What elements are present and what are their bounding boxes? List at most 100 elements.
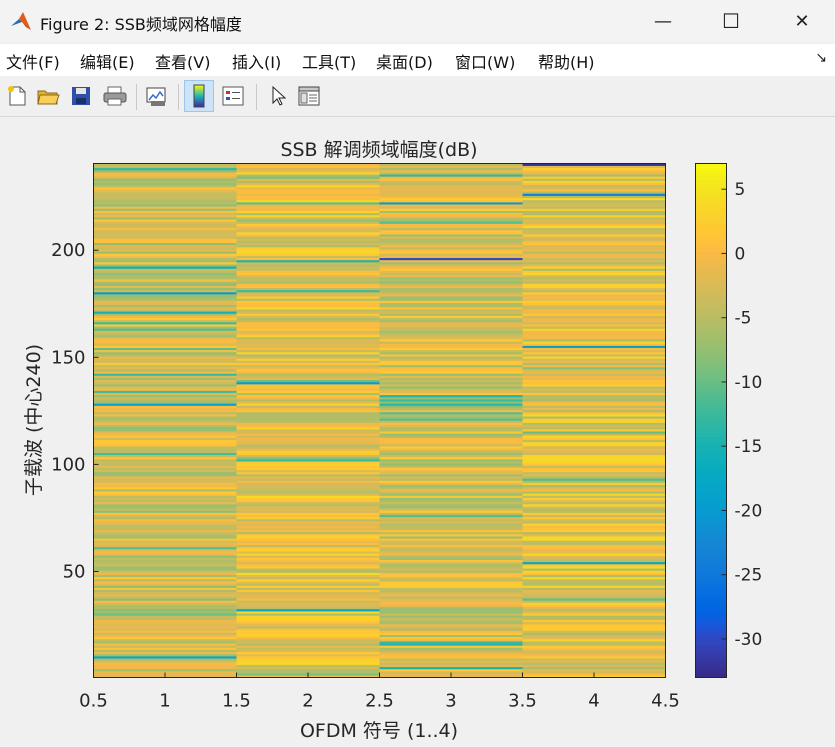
heatmap-cell (93, 628, 237, 631)
y-tick-label: 150 (51, 347, 85, 368)
heatmap-cell (522, 645, 666, 648)
heatmap-cell (379, 405, 523, 408)
heatmap-cell (379, 377, 523, 381)
heatmap-cell (379, 549, 523, 552)
insert-colorbar-icon[interactable] (184, 80, 214, 112)
heatmap-cell (379, 272, 523, 276)
heatmap-cell (93, 384, 237, 387)
heatmap-cell (522, 174, 666, 177)
heatmap-cell (236, 583, 380, 586)
heatmap-cell (379, 536, 523, 539)
heatmap-cell (93, 255, 237, 259)
colorbar-segment (695, 665, 727, 670)
title-bar (0, 0, 835, 42)
colorbar-segment (695, 657, 727, 662)
heatmap-cell (379, 643, 523, 646)
heatmap-cell (379, 668, 523, 672)
menu-bar (0, 44, 835, 76)
heatmap-cell (93, 480, 237, 483)
heatmap-cell (93, 313, 237, 316)
heatmap-cell (522, 435, 666, 438)
heatmap-cell (379, 484, 523, 488)
maximize-button[interactable]: ☐ (722, 9, 740, 33)
heatmap-cell (93, 531, 237, 535)
heatmap-cell (236, 478, 380, 481)
heatmap-cell (236, 636, 380, 640)
insert-legend-icon[interactable] (218, 80, 248, 112)
heatmap-cell (522, 240, 666, 244)
colorbar-segment (695, 215, 727, 221)
open-file-icon[interactable] (33, 80, 63, 112)
heatmap-cell (379, 519, 523, 522)
toolbar-dock-arrow-icon[interactable]: ↘ (815, 50, 827, 66)
x-tick-label: 1.5 (222, 691, 251, 712)
colorbar-segment (695, 532, 727, 538)
heatmap-cell (522, 321, 666, 325)
print-icon[interactable] (100, 80, 130, 112)
colorbar-segment (695, 364, 727, 369)
heatmap-cell (379, 379, 523, 383)
menu-insert[interactable]: 插入(I) (232, 53, 282, 72)
heatmap-cell (236, 666, 380, 670)
close-button[interactable]: ✕ (794, 10, 810, 32)
menu-help[interactable]: 帮助(H) (538, 53, 595, 72)
heatmap-cell (379, 489, 523, 492)
heatmap-cell (236, 169, 380, 173)
heatmap-cell (93, 437, 237, 441)
colorbar-segment (695, 428, 727, 433)
heatmap-cell (93, 360, 237, 363)
menu-view[interactable]: 查看(V) (155, 53, 211, 72)
colorbar-segment (695, 540, 727, 546)
heatmap-cell (522, 456, 666, 460)
menu-edit[interactable]: 编辑(E) (80, 53, 135, 72)
heatmap-cell (93, 647, 237, 650)
colorbar-segment (695, 332, 727, 337)
heatmap-cell (236, 180, 380, 184)
heatmap-cell (522, 289, 666, 293)
minimize-button[interactable]: — (654, 10, 672, 32)
menu-tools[interactable]: 工具(T) (302, 53, 357, 72)
heatmap-cell (379, 191, 523, 194)
heatmap-cell (93, 298, 237, 301)
heatmap-cell (379, 660, 523, 663)
colorbar-segment (695, 500, 727, 506)
heatmap[interactable] (93, 163, 666, 678)
heatmap-cell (379, 268, 523, 271)
colorbar[interactable] (695, 163, 727, 678)
heatmap-cell (236, 268, 380, 271)
heatmap-cell (522, 302, 666, 306)
heatmap-cell (522, 653, 666, 657)
heatmap-cell (236, 649, 380, 653)
colorbar-tick-label: 0 (735, 244, 746, 264)
menu-desktop[interactable]: 桌面(D) (376, 53, 433, 72)
heatmap-cell (522, 602, 666, 605)
menu-window[interactable]: 窗口(W) (455, 53, 516, 72)
heatmap-cell (93, 249, 237, 252)
heatmap-cell (379, 439, 523, 443)
heatmap-cell (236, 572, 380, 575)
heatmap-cell (379, 257, 523, 261)
heatmap-cell (93, 306, 237, 310)
heatmap-cell (236, 336, 380, 340)
colorbar-segment (695, 581, 727, 586)
heatmap-cell (236, 247, 380, 250)
heatmap-cell (522, 531, 666, 535)
heatmap-cell (236, 259, 380, 263)
heatmap-cell (522, 491, 666, 494)
heatmap-cell (236, 585, 380, 588)
new-figure-icon[interactable] (2, 80, 32, 112)
property-inspector-icon[interactable] (294, 80, 324, 112)
heatmap-cell (236, 401, 380, 404)
menu-file[interactable]: 文件(F) (6, 53, 60, 72)
save-icon[interactable] (66, 80, 96, 112)
edit-plot-arrow-icon[interactable] (262, 80, 292, 112)
heatmap-cell (379, 422, 523, 426)
heatmap-cell (379, 647, 523, 650)
heatmap-cell (236, 638, 380, 642)
colorbar-segment (695, 480, 727, 486)
heatmap-cell (379, 266, 523, 269)
heatmap-cell (93, 600, 237, 603)
link-plot-icon[interactable] (142, 80, 172, 112)
heatmap-cell (236, 351, 380, 355)
heatmap-cell (93, 574, 237, 578)
